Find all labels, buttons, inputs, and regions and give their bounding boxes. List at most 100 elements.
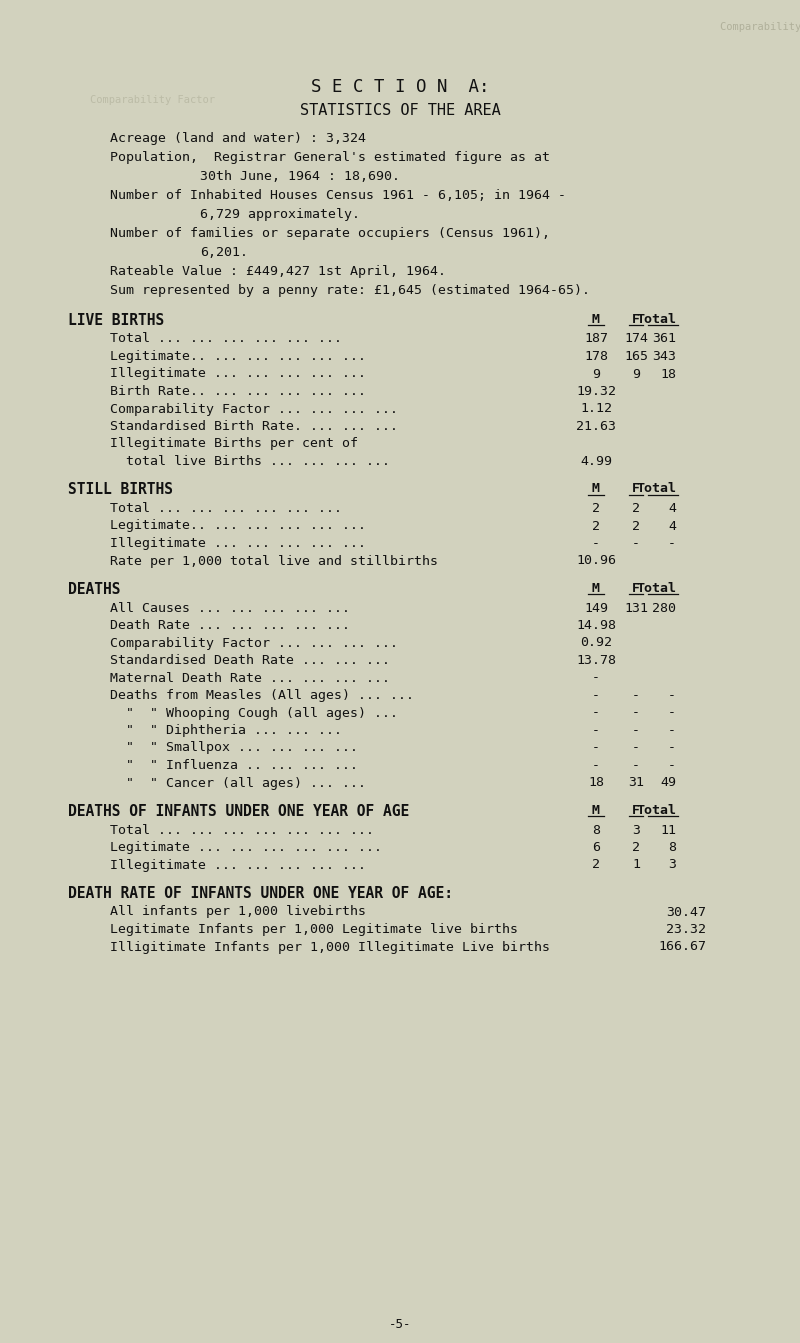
Text: Total: Total <box>636 482 676 496</box>
Text: 131: 131 <box>624 602 648 615</box>
Text: -: - <box>668 741 676 755</box>
Text: M: M <box>592 582 600 595</box>
Text: 149: 149 <box>584 602 608 615</box>
Text: 2: 2 <box>632 841 640 854</box>
Text: 30th June, 1964 : 18,690.: 30th June, 1964 : 18,690. <box>200 171 400 183</box>
Text: STILL BIRTHS: STILL BIRTHS <box>68 482 173 497</box>
Text: Birth Rate.. ... ... ... ... ...: Birth Rate.. ... ... ... ... ... <box>110 385 366 398</box>
Text: M: M <box>592 804 600 817</box>
Text: 343: 343 <box>652 351 676 363</box>
Text: Population,  Registrar General's estimated figure as at: Population, Registrar General's estimate… <box>110 150 550 164</box>
Text: 174: 174 <box>624 333 648 345</box>
Text: 1.12: 1.12 <box>580 403 612 415</box>
Text: -: - <box>592 672 600 685</box>
Text: Number of Inhabited Houses Census 1961 - 6,105; in 1964 -: Number of Inhabited Houses Census 1961 -… <box>110 189 566 201</box>
Text: Total ... ... ... ... ... ...: Total ... ... ... ... ... ... <box>110 333 342 345</box>
Text: Total: Total <box>636 313 676 326</box>
Text: 18: 18 <box>660 368 676 380</box>
Text: Rateable Value : £449,427 1st April, 1964.: Rateable Value : £449,427 1st April, 196… <box>110 265 446 278</box>
Text: 9: 9 <box>632 368 640 380</box>
Text: Total ... ... ... ... ... ... ...: Total ... ... ... ... ... ... ... <box>110 823 374 837</box>
Text: 165: 165 <box>624 351 648 363</box>
Text: F: F <box>632 482 640 496</box>
Text: Comparability Factor: Comparability Factor <box>90 95 215 105</box>
Text: -: - <box>632 759 640 772</box>
Text: 14.98: 14.98 <box>576 619 616 633</box>
Text: -: - <box>632 741 640 755</box>
Text: 3: 3 <box>632 823 640 837</box>
Text: -: - <box>668 724 676 737</box>
Text: M: M <box>592 482 600 496</box>
Text: S E C T I O N  A:: S E C T I O N A: <box>310 78 490 95</box>
Text: 6: 6 <box>592 841 600 854</box>
Text: 4: 4 <box>668 502 676 514</box>
Text: 2: 2 <box>592 520 600 533</box>
Text: "  " Smallpox ... ... ... ...: " " Smallpox ... ... ... ... <box>110 741 358 755</box>
Text: DEATH RATE OF INFANTS UNDER ONE YEAR OF AGE:: DEATH RATE OF INFANTS UNDER ONE YEAR OF … <box>68 886 453 901</box>
Text: 178: 178 <box>584 351 608 363</box>
Text: DEATHS: DEATHS <box>68 582 121 598</box>
Text: 13.78: 13.78 <box>576 654 616 667</box>
Text: 3: 3 <box>668 858 676 872</box>
Text: 187: 187 <box>584 333 608 345</box>
Text: 2: 2 <box>632 520 640 533</box>
Text: 6,201.: 6,201. <box>200 246 248 259</box>
Text: 2: 2 <box>592 858 600 872</box>
Text: Acreage (land and water) : 3,324: Acreage (land and water) : 3,324 <box>110 132 366 145</box>
Text: -: - <box>592 689 600 702</box>
Text: 280: 280 <box>652 602 676 615</box>
Text: Legitimate ... ... ... ... ... ...: Legitimate ... ... ... ... ... ... <box>110 841 382 854</box>
Text: F: F <box>632 313 640 326</box>
Text: Sum represented by a penny rate: £1,645 (estimated 1964-65).: Sum represented by a penny rate: £1,645 … <box>110 283 590 297</box>
Text: -: - <box>632 724 640 737</box>
Text: 2: 2 <box>592 502 600 514</box>
Text: Comparability Factor ... ... ... ...: Comparability Factor ... ... ... ... <box>110 637 398 650</box>
Text: "  " Diphtheria ... ... ...: " " Diphtheria ... ... ... <box>110 724 342 737</box>
Text: Illegitimate ... ... ... ... ...: Illegitimate ... ... ... ... ... <box>110 858 366 872</box>
Text: "  " Cancer (all ages) ... ...: " " Cancer (all ages) ... ... <box>110 776 366 790</box>
Text: Illegitimate ... ... ... ... ...: Illegitimate ... ... ... ... ... <box>110 537 366 551</box>
Text: Legitimate Infants per 1,000 Legitimate live births: Legitimate Infants per 1,000 Legitimate … <box>110 923 518 936</box>
Text: 18: 18 <box>588 776 604 790</box>
Text: Comparability Factor: Comparability Factor <box>720 21 800 32</box>
Text: 4.99: 4.99 <box>580 455 612 467</box>
Text: Standardised Death Rate ... ... ...: Standardised Death Rate ... ... ... <box>110 654 390 667</box>
Text: DEATHS OF INFANTS UNDER ONE YEAR OF AGE: DEATHS OF INFANTS UNDER ONE YEAR OF AGE <box>68 804 410 819</box>
Text: total live Births ... ... ... ...: total live Births ... ... ... ... <box>110 455 390 467</box>
Text: 19.32: 19.32 <box>576 385 616 398</box>
Text: -5-: -5- <box>389 1317 411 1331</box>
Text: 49: 49 <box>660 776 676 790</box>
Text: 8: 8 <box>592 823 600 837</box>
Text: -: - <box>668 759 676 772</box>
Text: 11: 11 <box>660 823 676 837</box>
Text: 10.96: 10.96 <box>576 555 616 568</box>
Text: 4: 4 <box>668 520 676 533</box>
Text: 6,729 approximately.: 6,729 approximately. <box>200 208 360 222</box>
Text: Total: Total <box>636 582 676 595</box>
Text: Comparability Factor ... ... ... ...: Comparability Factor ... ... ... ... <box>110 403 398 415</box>
Text: "  " Influenza .. ... ... ...: " " Influenza .. ... ... ... <box>110 759 358 772</box>
Text: Legitimate.. ... ... ... ... ...: Legitimate.. ... ... ... ... ... <box>110 351 366 363</box>
Text: Standardised Birth Rate. ... ... ...: Standardised Birth Rate. ... ... ... <box>110 420 398 432</box>
Text: Death Rate ... ... ... ... ...: Death Rate ... ... ... ... ... <box>110 619 350 633</box>
Text: Deaths from Measles (All ages) ... ...: Deaths from Measles (All ages) ... ... <box>110 689 414 702</box>
Text: -: - <box>668 706 676 720</box>
Text: STATISTICS OF THE AREA: STATISTICS OF THE AREA <box>300 103 500 118</box>
Text: -: - <box>632 689 640 702</box>
Text: 31: 31 <box>628 776 644 790</box>
Text: 8: 8 <box>668 841 676 854</box>
Text: -: - <box>632 537 640 551</box>
Text: All Causes ... ... ... ... ...: All Causes ... ... ... ... ... <box>110 602 350 615</box>
Text: LIVE BIRTHS: LIVE BIRTHS <box>68 313 164 328</box>
Text: -: - <box>632 706 640 720</box>
Text: 2: 2 <box>632 502 640 514</box>
Text: -: - <box>592 724 600 737</box>
Text: -: - <box>592 741 600 755</box>
Text: F: F <box>632 804 640 817</box>
Text: All infants per 1,000 livebirths: All infants per 1,000 livebirths <box>110 905 366 919</box>
Text: -: - <box>592 537 600 551</box>
Text: -: - <box>592 759 600 772</box>
Text: 361: 361 <box>652 333 676 345</box>
Text: -: - <box>668 689 676 702</box>
Text: Legitimate.. ... ... ... ... ...: Legitimate.. ... ... ... ... ... <box>110 520 366 533</box>
